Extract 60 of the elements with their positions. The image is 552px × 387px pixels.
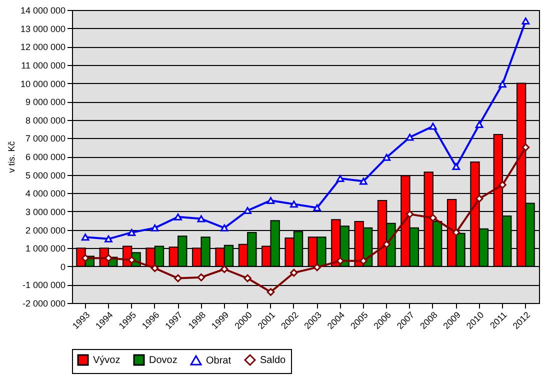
y-tick-label: 8 000 000: [25, 115, 66, 126]
y-tick-label: 3 000 000: [25, 206, 66, 217]
point: [266, 196, 275, 204]
point: [197, 273, 206, 282]
y-tick-label: 13 000 000: [20, 24, 66, 34]
y-tick-label: 1 000 000: [25, 244, 66, 254]
point: [104, 235, 112, 242]
point: [244, 207, 252, 214]
point: [244, 274, 252, 282]
point: [498, 80, 506, 88]
point: [475, 120, 484, 128]
y-tick-label: 12 000 000: [20, 42, 66, 52]
point: [174, 213, 182, 220]
y-tick-label: 6 000 000: [25, 152, 66, 162]
y-tick-label: 9 000 000: [25, 97, 66, 108]
point: [406, 134, 414, 141]
y-tick-label: 7 000 000: [25, 134, 66, 144]
y-tick-label: -1 000 000: [22, 280, 66, 290]
point: [313, 263, 321, 272]
y-tick-label: 11 000 000: [21, 60, 66, 70]
point: [174, 274, 182, 282]
point: [197, 215, 206, 222]
point: [104, 254, 112, 262]
point: [313, 204, 321, 212]
point: [406, 210, 414, 218]
point: [360, 178, 368, 185]
point: [220, 265, 228, 274]
y-tick-label: 0: [60, 262, 66, 272]
legend-label: Obrat: [206, 355, 232, 366]
point: [266, 288, 275, 296]
point: [498, 180, 506, 189]
y-tick-label: 4 000 000: [25, 188, 66, 199]
y-tick-label: -2 000 000: [22, 298, 66, 308]
point: [336, 174, 344, 182]
point: [360, 256, 368, 265]
point: [382, 154, 391, 161]
point: [429, 214, 437, 222]
point: [290, 268, 298, 277]
y-axis-title: v tis. Kč: [6, 140, 16, 173]
point: [429, 122, 437, 130]
point: [290, 200, 298, 208]
legend-label: Dovoz: [149, 355, 178, 366]
point: [150, 264, 159, 272]
point: [522, 143, 530, 152]
y-tick-label: 14 000 000: [20, 6, 66, 16]
point: [150, 224, 159, 232]
point: [452, 228, 460, 236]
legend-label: Saldo: [260, 355, 286, 366]
point: [382, 240, 391, 248]
point: [128, 229, 136, 236]
point: [475, 194, 484, 203]
y-tick-label: 2 000 000: [25, 225, 66, 236]
point: [452, 163, 460, 170]
y-tick-label: 5 000 000: [25, 170, 66, 180]
point: [220, 224, 228, 232]
y-tick-label: 10 000 000: [20, 78, 66, 89]
point: [336, 256, 344, 265]
legend-label: Vývoz: [93, 355, 120, 366]
point: [522, 18, 530, 24]
point: [81, 234, 90, 241]
